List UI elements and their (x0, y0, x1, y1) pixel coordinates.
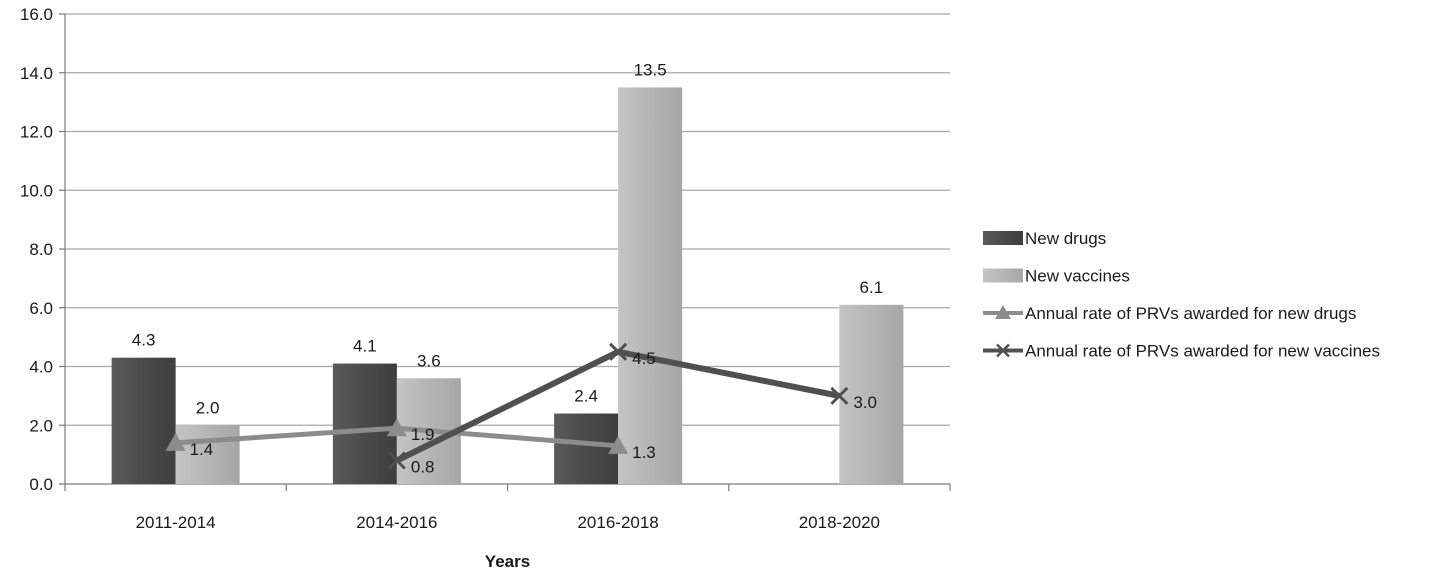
y-tick-label: 8.0 (29, 240, 53, 259)
legend-marker-x (996, 343, 1010, 358)
bar-new-drugs (554, 413, 619, 484)
bar-data-label: 2.0 (196, 398, 220, 417)
bar-new-drugs (332, 363, 397, 484)
marker-triangle (608, 435, 629, 454)
bar-data-label: 13.5 (634, 60, 667, 79)
legend-swatch-new-vaccines (983, 268, 1023, 283)
x-tick-label: 2016-2018 (577, 513, 658, 532)
x-tick-label: 2011-2014 (136, 513, 216, 532)
line-data-label: 1.3 (632, 443, 656, 462)
line-data-label: 3.0 (853, 393, 877, 412)
marker-triangle (386, 418, 407, 437)
bar-data-label: 2.4 (574, 387, 598, 406)
x-tick-label: 2014-2016 (356, 513, 437, 532)
line-data-label: 1.4 (190, 440, 214, 459)
y-tick-label: 2.0 (29, 416, 53, 435)
line-data-label: 1.9 (411, 425, 435, 444)
bar-new-vaccines (839, 304, 904, 484)
legend-marker-triangle (995, 305, 1011, 319)
y-tick-label: 14.0 (20, 64, 53, 83)
legend-label: New drugs (1025, 229, 1106, 248)
bar-data-label: 3.6 (417, 351, 441, 370)
legend-label: Annual rate of PRVs awarded for new drug… (1025, 304, 1356, 323)
marker-triangle (165, 432, 186, 451)
marker-x (609, 342, 628, 361)
line-data-label: 0.8 (411, 458, 435, 477)
y-tick-label: 12.0 (20, 123, 53, 142)
bar-new-vaccines (618, 87, 683, 484)
y-tick-label: 10.0 (20, 181, 53, 200)
legend-label: Annual rate of PRVs awarded for new vacc… (1025, 342, 1380, 361)
line-data-label: 4.5 (632, 349, 656, 368)
marker-x (387, 451, 406, 470)
legend-label: New vaccines (1025, 267, 1130, 286)
x-axis-title: Years (485, 552, 530, 571)
bar-data-label: 4.1 (353, 337, 377, 356)
bar-data-label: 6.1 (860, 278, 884, 297)
x-tick-label: 2018-2020 (799, 513, 880, 532)
bar-new-drugs (111, 357, 176, 484)
bar-data-label: 4.3 (132, 331, 156, 350)
y-tick-label: 4.0 (29, 358, 53, 377)
y-tick-label: 16.0 (20, 5, 53, 24)
y-tick-label: 6.0 (29, 299, 53, 318)
bar-new-vaccines (175, 425, 240, 484)
marker-x (830, 386, 849, 405)
y-tick-label: 0.0 (29, 475, 53, 494)
legend-swatch-new-drugs (983, 231, 1023, 245)
